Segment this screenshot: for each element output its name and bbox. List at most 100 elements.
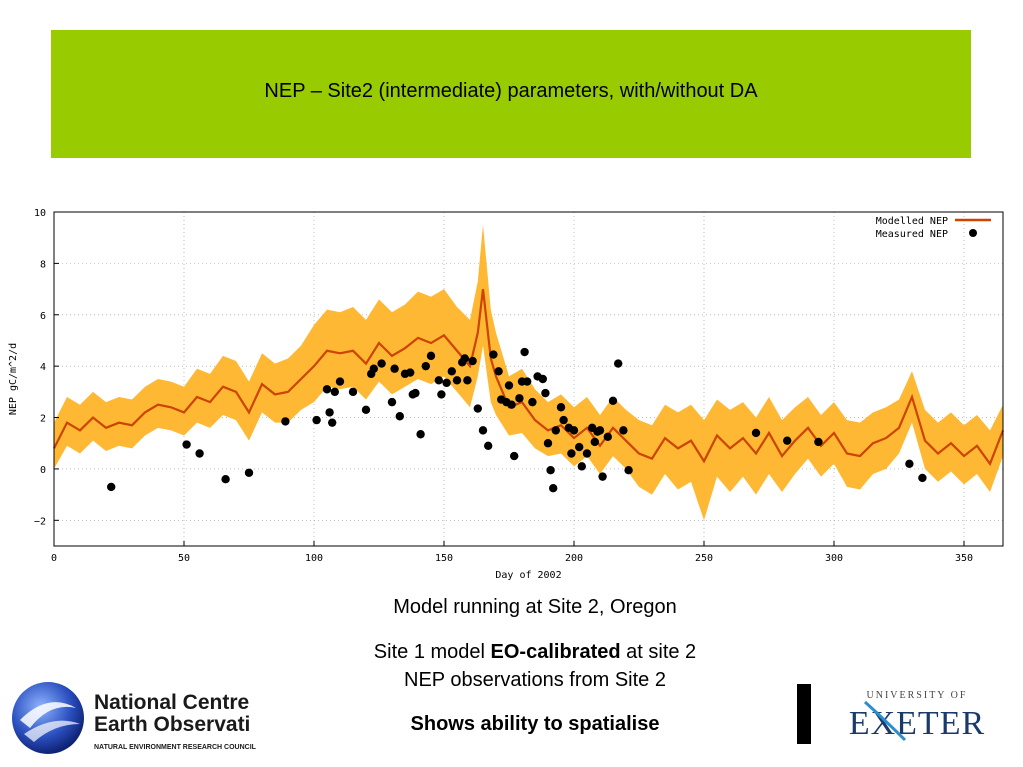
measured-point <box>523 377 532 386</box>
x-tick-label: 250 <box>695 553 713 564</box>
y-tick-label: 0 <box>40 465 46 476</box>
measured-point <box>406 368 415 377</box>
measured-point <box>452 376 462 385</box>
measured-point <box>328 418 337 427</box>
measured-point <box>390 364 399 373</box>
x-tick-label: 300 <box>825 553 843 564</box>
measured-point <box>549 483 558 493</box>
measured-point <box>614 359 623 368</box>
nceo-line-1: National Centre <box>94 691 249 714</box>
caption-line-2-suffix: at site 2 <box>620 641 697 663</box>
y-tick-label: 4 <box>40 362 46 373</box>
measured-point <box>567 449 576 458</box>
measured-point <box>325 408 334 417</box>
measured-point <box>507 400 516 409</box>
measured-point <box>494 367 503 376</box>
measured-point <box>515 394 524 403</box>
measured-point <box>330 387 339 397</box>
measured-point <box>411 388 420 398</box>
measured-point <box>395 412 404 421</box>
measured-point <box>541 388 550 398</box>
caption-line-3: NEP observations from Site 2 <box>404 669 666 691</box>
y-tick-label: 2 <box>40 414 46 425</box>
measured-point <box>624 466 633 475</box>
measured-point <box>478 426 488 435</box>
measured-point <box>619 426 628 435</box>
exeter-main-text: EXETER <box>849 705 985 742</box>
measured-point <box>577 462 586 471</box>
measured-point <box>598 472 607 481</box>
measured-point <box>182 440 191 449</box>
measured-point <box>528 397 537 407</box>
legend-modelled-label: Modelled NEP <box>876 216 948 227</box>
measured-point <box>442 378 451 388</box>
measured-point <box>556 403 566 412</box>
plot-frame <box>53 211 1004 547</box>
title-banner: NEP – Site2 (intermediate) parameters, w… <box>51 30 971 158</box>
measured-point <box>538 374 547 384</box>
measured-point <box>569 426 579 435</box>
y-tick-label: 8 <box>40 259 46 270</box>
x-tick-label: 0 <box>51 553 57 564</box>
x-tick-label: 350 <box>955 553 973 564</box>
measured-point <box>543 439 553 448</box>
nceo-logo-graphic: National Centre Earth Observati NATURAL … <box>12 682 257 754</box>
caption-line-2: Site 1 model EO-calibrated at site 2 <box>290 641 780 664</box>
measured-point <box>783 436 792 445</box>
measured-point <box>460 354 469 363</box>
measured-point <box>590 437 599 447</box>
measured-point <box>546 466 555 475</box>
measured-point <box>751 428 761 438</box>
measured-point <box>595 426 605 435</box>
logo-divider-bar <box>797 684 811 744</box>
measured-point <box>244 468 254 477</box>
legend-measured-label: Measured NEP <box>876 229 948 240</box>
measured-point <box>437 390 446 399</box>
exeter-top-text: UNIVERSITY OF <box>867 690 968 701</box>
x-tick-label: 150 <box>435 553 453 564</box>
nep-chart: −2 0 2 4 6 8 10 0 50 100 150 200 250 300 350 Day of 2… <box>0 200 1023 590</box>
measured-point <box>603 432 612 442</box>
measured-point <box>918 473 927 483</box>
measured-point <box>582 449 592 458</box>
measured-point <box>312 415 321 425</box>
exeter-logo-graphic: UNIVERSITY OF EXETER <box>797 684 985 744</box>
y-axis-label: NEP gC/m^2/d <box>8 343 19 415</box>
measured-point <box>447 367 456 376</box>
x-axis-label: Day of 2002 <box>495 570 561 581</box>
measured-point <box>463 376 472 385</box>
caption-line-1: Model running at Site 2, Oregon <box>393 596 677 618</box>
y-tick-label: 6 <box>40 311 46 322</box>
slide-title: NEP – Site2 (intermediate) parameters, w… <box>264 80 758 102</box>
measured-point <box>426 351 436 361</box>
x-tick-label: 100 <box>305 553 323 564</box>
caption-line-4: Shows ability to spatialise <box>410 713 660 735</box>
measured-point <box>361 405 371 415</box>
caption-line-2-prefix: Site 1 model <box>373 641 491 663</box>
measured-point <box>504 381 514 390</box>
nceo-line-2: Earth Observati <box>94 713 250 736</box>
measured-point <box>434 376 443 385</box>
exeter-swoosh-icon <box>863 700 907 742</box>
measured-point <box>608 396 618 406</box>
measured-point <box>814 437 823 447</box>
measured-point <box>387 397 397 407</box>
y-tick-label: 10 <box>34 208 46 219</box>
nceo-line-3: NATURAL ENVIRONMENT RESEARCH COUNCIL <box>94 744 257 751</box>
measured-point <box>281 417 290 426</box>
y-tick-label: −2 <box>34 516 46 527</box>
chart-legend: Modelled NEP Measured NEP <box>876 216 991 240</box>
measured-point <box>551 426 560 435</box>
legend-measured-swatch <box>969 229 977 237</box>
exeter-logo: UNIVERSITY OF EXETER <box>795 680 1005 752</box>
measured-point <box>322 385 332 394</box>
y-axis-ticks: −2 0 2 4 6 8 10 <box>34 208 59 527</box>
measured-point <box>905 459 914 468</box>
x-axis-ticks: 0 50 100 150 200 250 300 350 <box>51 541 973 564</box>
measured-nep-points <box>107 347 927 493</box>
uncertainty-band <box>54 224 1003 521</box>
measured-point <box>484 441 493 450</box>
measured-point <box>335 377 345 386</box>
measured-point <box>416 430 425 439</box>
measured-point <box>520 347 529 357</box>
